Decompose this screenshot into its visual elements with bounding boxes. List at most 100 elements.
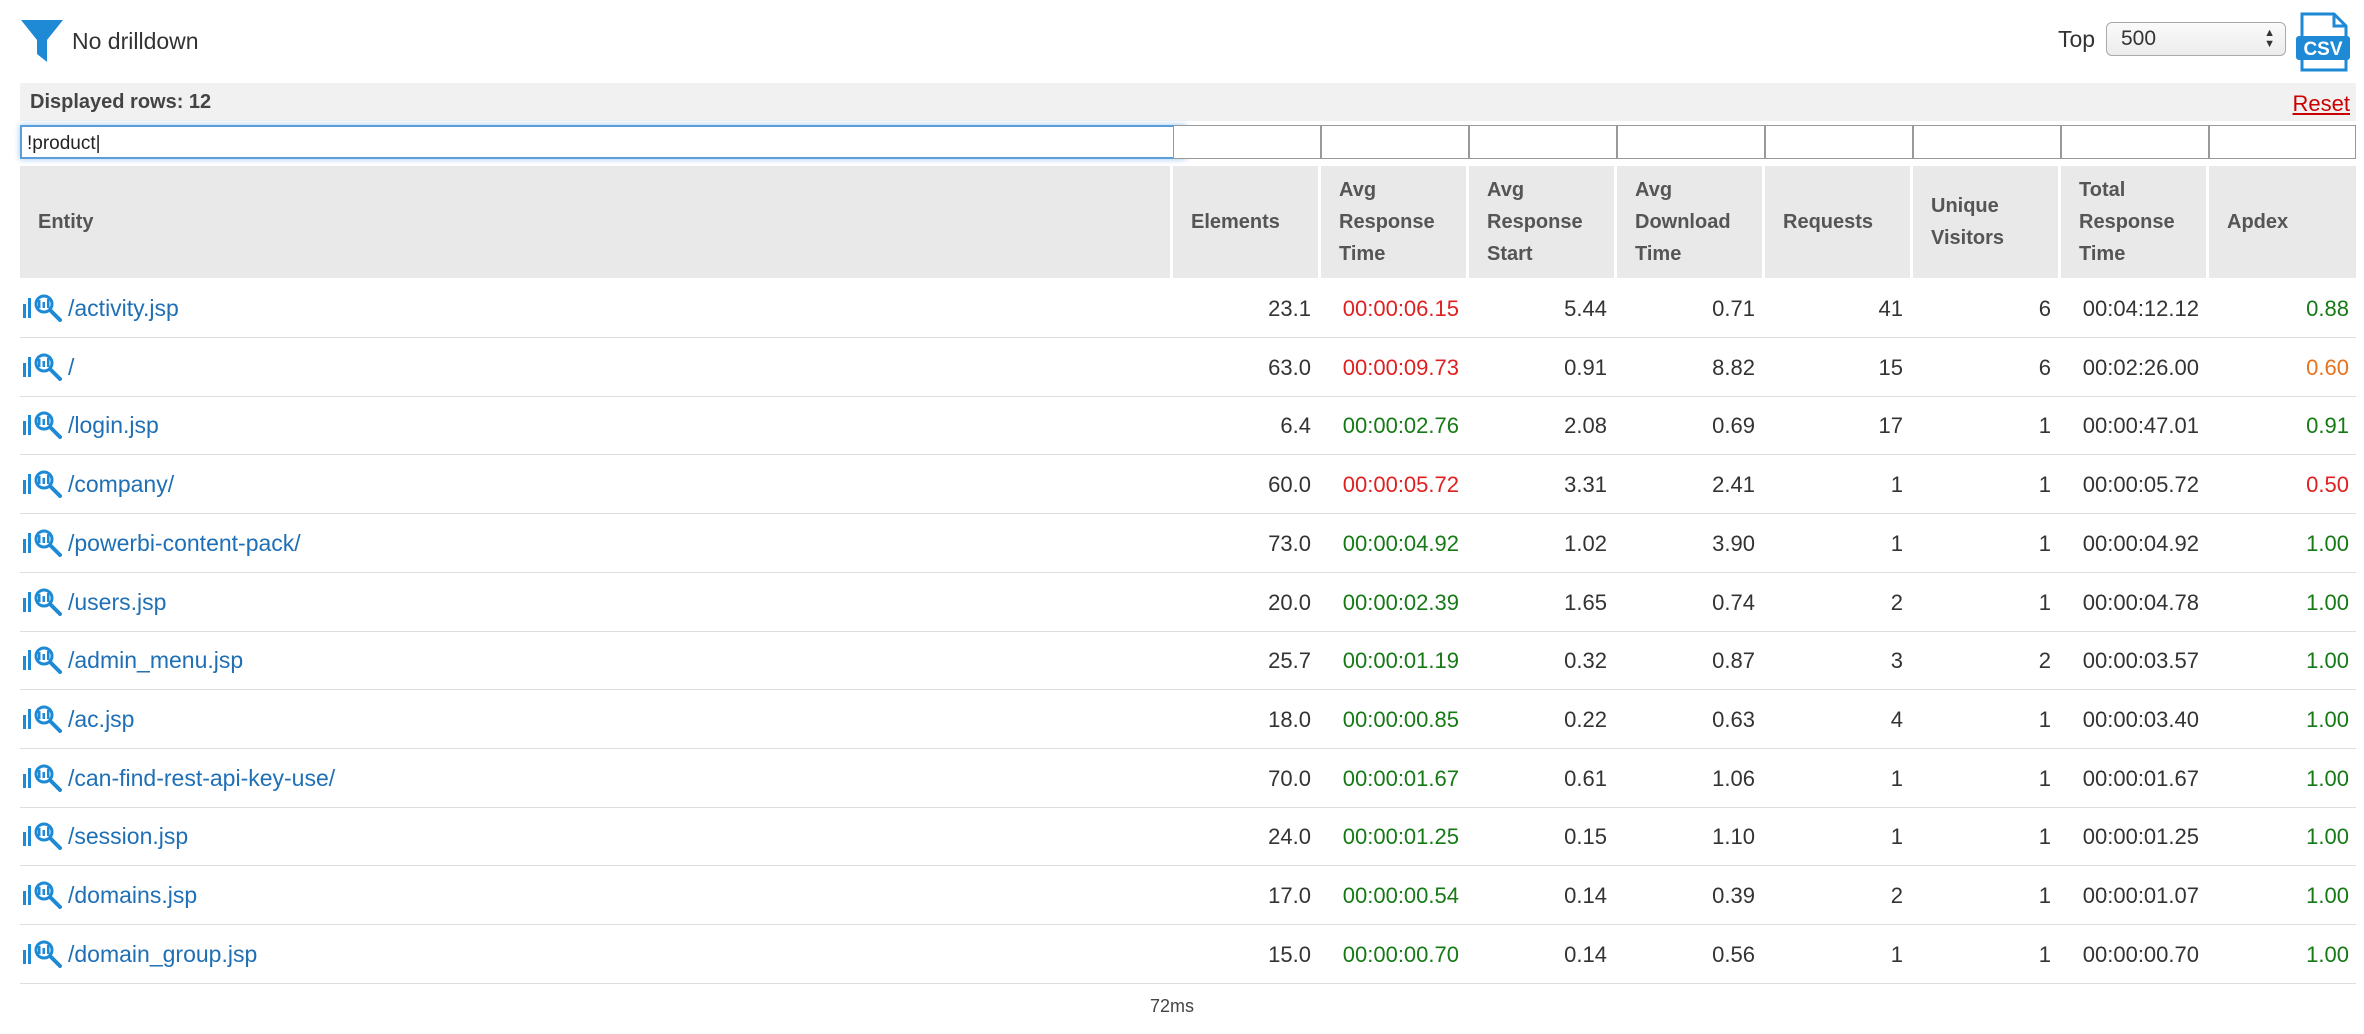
column-header-entity[interactable]: Entity	[20, 166, 1170, 278]
entity-link[interactable]: /session.jsp	[68, 823, 189, 850]
table-row[interactable]: /ac.jsp 18.0 00:00:00.85 0.22 0.63 4 1 00:00:03…	[20, 691, 2356, 749]
cell-avg-response-time: 00:00:01.19	[1342, 648, 1459, 674]
entity-link[interactable]: /domain_group.jsp	[68, 940, 258, 967]
avg-download-time-filter-input[interactable]	[1617, 125, 1765, 159]
top-select[interactable]: 500 ▲ ▼	[2106, 22, 2286, 56]
cell-apdex: 0.91	[2306, 413, 2349, 439]
column-header-elements[interactable]: Elements	[1173, 166, 1318, 278]
cell-entity: /ac.jsp	[20, 691, 1170, 749]
column-header-requests[interactable]: Requests	[1765, 166, 1910, 278]
cell-unique-visitors: 1	[2038, 765, 2051, 791]
entity-link[interactable]: /admin_menu.jsp	[68, 647, 244, 674]
table-row[interactable]: /domain_group.jsp 15.0 00:00:00.70 0.14 0.56…	[20, 926, 2356, 984]
csv-file-icon[interactable]: CSV	[2296, 12, 2350, 74]
cell-requests: 3	[1890, 648, 1903, 674]
table-row[interactable]: /login.jsp 6.4 00:00:02.76 2.08 0.69 17 1 00:00…	[20, 397, 2356, 456]
entity-link[interactable]: /domains.jsp	[68, 882, 198, 908]
cell-avg-response-time: 00:00:00.54	[1342, 883, 1459, 908]
cell-apdex: 1.00	[2306, 765, 2349, 791]
chart-search-icon[interactable]	[22, 703, 62, 733]
toolbar: No drilldown Top 500 ▲ ▼ CSV	[0, 0, 2364, 80]
chart-search-icon[interactable]	[22, 351, 62, 381]
cell-elements: 23.1	[1268, 296, 1311, 321]
cell-total-response-time: 00:00:01.25	[2082, 824, 2199, 850]
cell-avg-response-time: 00:00:04.92	[1342, 530, 1459, 556]
reset-link[interactable]: Reset	[2292, 91, 2350, 116]
entity-link[interactable]: /company/	[68, 471, 175, 498]
table-row[interactable]: /session.jsp 24.0 00:00:01.25 0.15 1.10 1 1 00:…	[20, 808, 2356, 867]
cell-avg-response-start: 3.31	[1564, 472, 1607, 498]
cell-elements: 60.0	[1268, 472, 1311, 498]
cell-avg-response-time: 00:00:02.39	[1342, 589, 1459, 615]
cell-total-response-time: 00:00:03.40	[2082, 706, 2199, 732]
column-header-apdex[interactable]: Apdex	[2209, 166, 2356, 278]
cell-apdex: 1.00	[2306, 648, 2349, 674]
entity-link[interactable]: /powerbi-content-pack/	[68, 529, 301, 556]
cell-total-response-time: 00:00:03.57	[2082, 648, 2199, 674]
chart-search-icon[interactable]	[22, 938, 62, 968]
table-row[interactable]: /admin_menu.jsp 25.7 00:00:01.19 0.32 0.87 3 2…	[20, 632, 2356, 691]
cell-apdex: 1.00	[2306, 589, 2349, 615]
table-row[interactable]: / 63.0 00:00:09.73 0.91 8.82 15 6 00:02:26.00 0.…	[20, 339, 2356, 397]
cell-elements: 18.0	[1268, 706, 1311, 732]
table-row[interactable]: /domains.jsp 17.0 00:00:00.54 0.14 0.39 2 1 00:…	[20, 867, 2356, 925]
cell-unique-visitors: 1	[2038, 941, 2051, 967]
cell-requests: 1	[1890, 941, 1903, 967]
entity-link[interactable]: /	[68, 353, 75, 380]
cell-total-response-time: 00:00:05.72	[2082, 472, 2199, 498]
cell-total-response-time: 00:00:00.70	[2082, 941, 2199, 967]
entity-link[interactable]: /can-find-rest-api-key-use/	[68, 764, 336, 791]
cell-requests: 2	[1890, 883, 1903, 908]
avg-response-time-filter-input[interactable]	[1321, 125, 1469, 159]
chart-search-icon[interactable]	[22, 586, 62, 616]
chart-search-icon[interactable]	[22, 762, 62, 792]
entity-filter-value: !product	[27, 133, 96, 154]
cell-avg-response-time: 00:00:00.85	[1342, 706, 1459, 732]
entity-link[interactable]: /login.jsp	[68, 412, 159, 439]
cell-unique-visitors: 2	[2038, 648, 2051, 674]
total-response-time-filter-input[interactable]	[2061, 125, 2209, 159]
apdex-filter-input[interactable]	[2209, 125, 2356, 159]
table-row[interactable]: /powerbi-content-pack/73.0 00:00:04.92 1.0…	[20, 515, 2356, 573]
column-header-total-response-time[interactable]: Total Response Time	[2061, 166, 2206, 278]
chart-search-icon[interactable]	[22, 820, 62, 851]
cell-entity: /powerbi-content-pack/	[20, 515, 1170, 573]
entity-link[interactable]: /activity.jsp	[68, 295, 179, 321]
chart-search-icon[interactable]	[22, 292, 62, 322]
chart-search-icon[interactable]	[22, 644, 62, 675]
cell-requests: 1	[1890, 824, 1903, 850]
entity-filter-input[interactable]: !product|	[20, 125, 1186, 159]
cell-apdex: 1.00	[2306, 824, 2349, 850]
cell-avg-response-time: 00:00:05.72	[1342, 472, 1459, 498]
table-row[interactable]: /activity.jsp 23.1 00:00:06.15 5.44 0.71 41 6 0…	[20, 280, 2356, 338]
table-row[interactable]: /can-find-rest-api-key-use/70.0 00:00:01.…	[20, 750, 2356, 808]
cell-avg-download-time: 0.87	[1712, 648, 1755, 674]
column-header-avg-response-start[interactable]: Avg Response Start	[1469, 166, 1614, 278]
cell-avg-response-start: 1.65	[1564, 589, 1607, 615]
unique-visitors-filter-input[interactable]	[1913, 125, 2061, 159]
cell-avg-response-start: 0.61	[1564, 765, 1607, 791]
cell-entity: /	[20, 339, 1170, 397]
chart-search-icon[interactable]	[22, 468, 62, 499]
table-row[interactable]: /users.jsp 20.0 00:00:02.39 1.65 0.74 2 1 00:00…	[20, 574, 2356, 632]
cell-requests: 2	[1890, 589, 1903, 615]
entity-link[interactable]: /ac.jsp	[68, 705, 135, 732]
column-header-avg-response-time[interactable]: Avg Response Time	[1321, 166, 1466, 278]
elements-filter-input[interactable]	[1173, 125, 1321, 159]
cell-elements: 24.0	[1268, 824, 1311, 850]
cell-total-response-time: 00:00:01.67	[2082, 765, 2199, 791]
displayed-rows-count: Displayed rows: 12	[30, 91, 212, 113]
avg-response-start-filter-input[interactable]	[1469, 125, 1617, 159]
column-header-unique-visitors[interactable]: Unique Visitors	[1913, 166, 2058, 278]
table-row[interactable]: /company/60.0 00:00:05.72 3.31 2.41 1 1 00:00:…	[20, 456, 2356, 515]
funnel-icon[interactable]	[20, 18, 64, 64]
chart-search-icon[interactable]	[22, 879, 62, 909]
chart-search-icon[interactable]	[22, 409, 62, 440]
column-header-avg-download-time[interactable]: Avg Download Time	[1617, 166, 1762, 278]
cell-requests: 17	[1878, 413, 1903, 439]
entity-link[interactable]: /users.jsp	[68, 588, 167, 615]
cell-total-response-time: 00:00:04.78	[2082, 589, 2199, 615]
chart-search-icon[interactable]	[22, 527, 62, 557]
requests-filter-input[interactable]	[1765, 125, 1913, 159]
cell-requests: 1	[1890, 530, 1903, 556]
